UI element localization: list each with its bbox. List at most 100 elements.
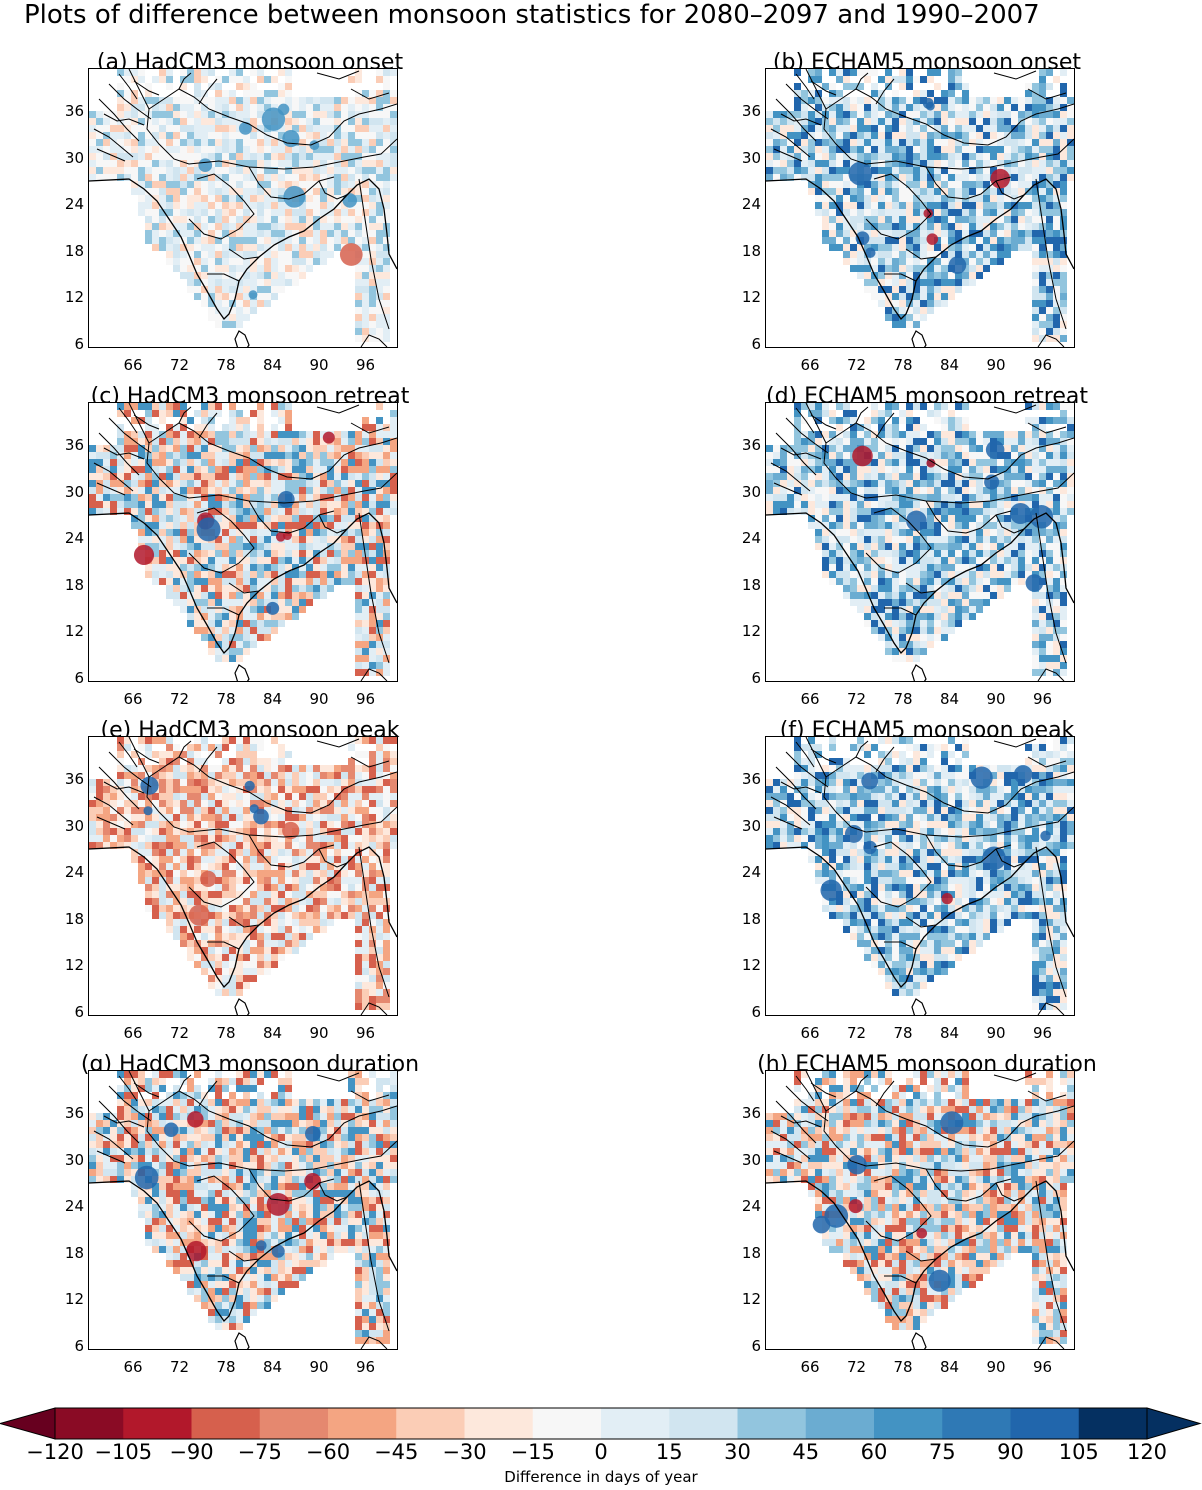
lat-tick-label: 30 xyxy=(741,816,761,835)
lat-tick-label: 12 xyxy=(64,1290,84,1308)
country-border xyxy=(178,72,218,105)
river-line xyxy=(108,83,152,120)
coastline-se xyxy=(360,1336,388,1349)
colorbar-tick-label: 15 xyxy=(655,1440,683,1464)
lat-tick-label: 18 xyxy=(64,1243,84,1262)
river-line xyxy=(770,462,811,492)
river-line xyxy=(118,73,138,100)
country-border xyxy=(128,403,397,504)
map-panel-g: (g) HadCM3 monsoon duration 36 30 24 18 12 6 66… xyxy=(30,1052,470,1392)
coastline xyxy=(89,178,397,321)
map-panel-d: (d) ECHAM5 monsoon retreat 36 30 24 18 12 6 66 7… xyxy=(707,384,1147,724)
country-border xyxy=(316,70,390,100)
map-plot-h xyxy=(765,1070,1075,1350)
lon-tick-label: 72 xyxy=(846,690,867,708)
country-border xyxy=(316,404,390,434)
map-plot-a xyxy=(88,68,398,348)
river-line xyxy=(785,417,829,454)
country-border xyxy=(358,178,390,330)
colorbar-segment xyxy=(669,1408,738,1439)
coastline-se xyxy=(1037,334,1065,347)
country-border xyxy=(825,756,1074,814)
lat-tick-label: 24 xyxy=(741,529,761,547)
colorbar-tick-label: −30 xyxy=(442,1440,487,1464)
coastline xyxy=(89,512,397,655)
colorbar-segment xyxy=(805,1408,875,1439)
sri-lanka-outline xyxy=(234,330,250,347)
lat-tick-label: 24 xyxy=(741,863,761,881)
colorbar-tick-label: 90 xyxy=(997,1440,1024,1464)
sri-lanka-outline xyxy=(911,664,927,681)
lon-tick-label: 96 xyxy=(355,356,376,374)
lon-tick-label: 84 xyxy=(262,690,283,708)
colorbar-tick-label: 105 xyxy=(1058,1440,1099,1464)
country-border xyxy=(865,173,932,240)
colorbar-tick-label: 30 xyxy=(724,1440,751,1464)
lat-tick-label: 30 xyxy=(741,148,761,167)
river-line xyxy=(103,781,145,794)
country-border xyxy=(207,916,260,950)
lat-tick-label: 24 xyxy=(64,863,84,881)
country-border xyxy=(805,737,1074,838)
country-border xyxy=(188,173,255,240)
lat-tick-label: 30 xyxy=(64,148,84,167)
country-border xyxy=(995,514,1025,534)
colorbar-bar xyxy=(0,1407,1202,1440)
colorbar-segment xyxy=(1078,1408,1148,1439)
colorbar-extend-min xyxy=(0,1407,56,1440)
river-line xyxy=(780,447,822,460)
lat-tick-label: 24 xyxy=(64,1197,84,1215)
river-line xyxy=(98,98,140,142)
country-border xyxy=(805,69,1074,170)
country-border xyxy=(148,88,397,146)
coastline xyxy=(766,178,1074,321)
lon-tick-label: 78 xyxy=(216,1358,236,1376)
colorbar-segment xyxy=(874,1408,943,1439)
lat-tick-label: 12 xyxy=(741,622,761,640)
country-border xyxy=(1035,512,1067,664)
lon-tick-label: 72 xyxy=(846,1358,867,1376)
country-border xyxy=(207,248,260,282)
lon-tick-label: 78 xyxy=(893,356,913,374)
colorbar-tick-label: −45 xyxy=(374,1440,419,1464)
country-border xyxy=(993,70,1067,100)
country-border xyxy=(1035,1180,1067,1332)
country-border xyxy=(865,507,932,574)
lon-tick-label: 90 xyxy=(986,1358,1006,1376)
coastline xyxy=(766,512,1074,655)
lon-tick-label: 90 xyxy=(309,1358,329,1376)
colorbar-tick-label: 0 xyxy=(594,1440,608,1464)
colorbar-tick-label: −60 xyxy=(305,1440,351,1464)
country-border xyxy=(855,740,895,773)
river-line xyxy=(773,482,803,496)
lon-tick-label: 66 xyxy=(800,1024,820,1042)
lat-tick-label: 30 xyxy=(741,482,761,501)
lon-tick-label: 72 xyxy=(169,1024,190,1042)
lon-tick-label: 84 xyxy=(262,1358,283,1376)
lon-tick-label: 84 xyxy=(262,1024,283,1042)
colorbar-tick-label: −75 xyxy=(237,1440,282,1464)
map-panel-a: (a) HadCM3 monsoon onset 36 30 24 18 12 6 66 72 7… xyxy=(30,50,470,390)
country-border xyxy=(993,404,1067,434)
lon-tick-label: 72 xyxy=(169,690,190,708)
country-border xyxy=(188,507,255,574)
lat-tick-label: 18 xyxy=(64,575,84,594)
lat-tick-label: 18 xyxy=(741,1243,761,1262)
colorbar-frame xyxy=(54,1407,1148,1440)
lon-tick-label: 66 xyxy=(800,356,820,374)
map-panel-c: (c) HadCM3 monsoon retreat 36 30 24 18 12 6 66 7… xyxy=(30,384,470,724)
river-line xyxy=(93,1130,134,1160)
lon-tick-label: 96 xyxy=(1032,1024,1053,1042)
coastline xyxy=(89,1180,397,1323)
country-border xyxy=(805,1071,1074,1172)
lat-tick-label: 18 xyxy=(741,241,761,260)
country-border xyxy=(318,1182,348,1202)
river-line xyxy=(810,80,837,96)
coastline-se xyxy=(360,334,388,347)
lon-tick-label: 72 xyxy=(169,356,190,374)
colorbar-segment xyxy=(942,1408,1011,1439)
lon-tick-label: 72 xyxy=(846,1024,867,1042)
map-plot-e xyxy=(88,736,398,1016)
lon-tick-label: 96 xyxy=(355,1358,376,1376)
country-border xyxy=(825,422,1074,480)
